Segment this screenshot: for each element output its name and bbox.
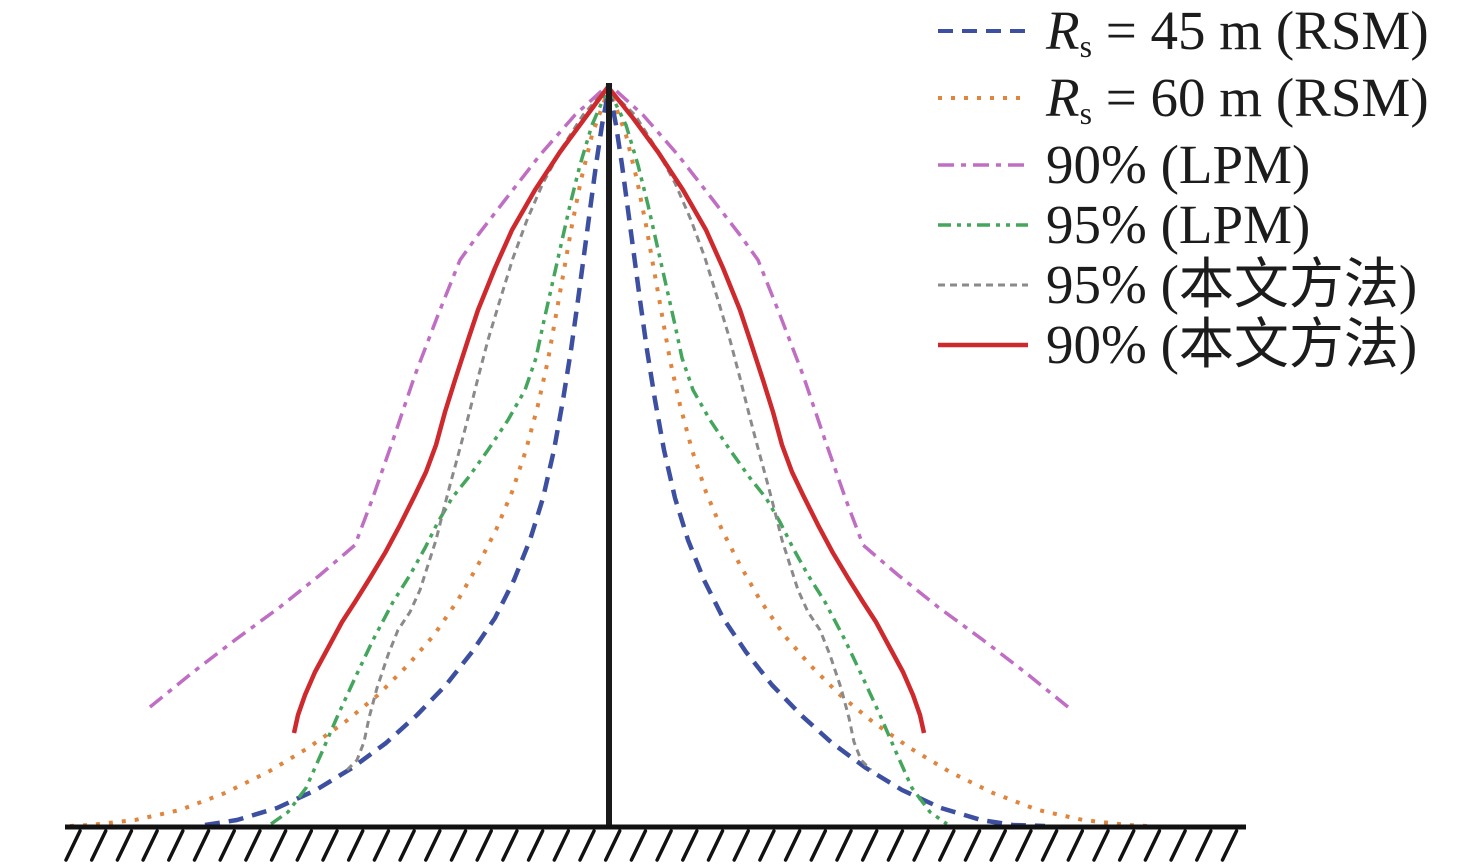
- legend-label-rs60-rsm: Rs = 60 m (RSM): [1046, 67, 1429, 131]
- legend-line-sample-rs45-rsm: [938, 29, 1028, 33]
- legend-label-proposed-90: 90% (本文方法): [1046, 314, 1418, 375]
- legend-label-lpm-90: 90% (LPM): [1046, 134, 1311, 195]
- legend-line-sample-proposed-95: [938, 283, 1028, 287]
- legend-line-sample-rs60-rsm: [938, 96, 1028, 100]
- curve-rs45-rsm: [204, 85, 1046, 829]
- legend-item-rs60-rsm: Rs = 60 m (RSM): [936, 67, 1476, 131]
- legend-label-proposed-95: 95% (本文方法): [1046, 254, 1418, 315]
- legend-item-proposed-90: 90% (本文方法): [936, 316, 1476, 374]
- legend-item-lpm-95: 95% (LPM): [936, 196, 1476, 254]
- legend-item-proposed-95: 95% (本文方法): [936, 256, 1476, 314]
- legend-line-sample-lpm-90: [938, 163, 1028, 167]
- legend: Rs = 45 m (RSM) Rs = 60 m (RSM) 90% (LPM) 9…: [936, 2, 1476, 376]
- legend-item-rs45-rsm: Rs = 45 m (RSM): [936, 0, 1476, 64]
- ground-hatching: [64, 829, 1239, 862]
- legend-line-sample-proposed-90: [938, 342, 1028, 348]
- legend-label-rs45-rsm: Rs = 45 m (RSM): [1046, 0, 1429, 64]
- legend-item-lpm-90: 90% (LPM): [936, 136, 1476, 194]
- legend-label-lpm-95: 95% (LPM): [1046, 194, 1311, 255]
- legend-line-sample-lpm-95: [938, 223, 1028, 227]
